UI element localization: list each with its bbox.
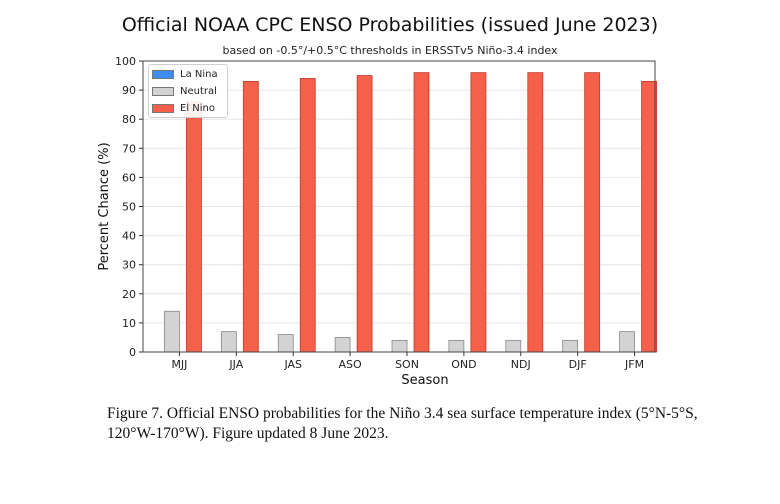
chart-title: Official NOAA CPC ENSO Probabilities (is…: [121, 14, 659, 36]
x-tick-label-4: SON: [395, 358, 419, 371]
chart-subtitle: based on -0.5°/+0.5°C thresholds in ERSS…: [222, 44, 558, 57]
legend-item-el-nino: El Nino: [149, 100, 227, 116]
y-tick-label-1: 10: [122, 317, 136, 330]
x-tick-label-1: JJA: [228, 358, 243, 371]
legend-label-la-nina: La Nina: [180, 68, 218, 80]
x-tick-label-3: ASO: [339, 358, 363, 371]
x-tick-label-0: MJJ: [171, 358, 187, 371]
x-tick-label-7: DJF: [569, 358, 587, 371]
x-tick-label-5: OND: [451, 358, 476, 371]
x-axis-label: Season: [401, 373, 448, 388]
y-tick-label-4: 40: [122, 230, 136, 243]
legend-swatch-la-nina: [152, 69, 174, 79]
bar-el-nino-jfm: [641, 80, 657, 353]
y-tick-label-8: 80: [122, 113, 136, 126]
bar-neutral-mjj: [164, 310, 180, 353]
y-tick-label-7: 70: [122, 142, 136, 155]
bar-neutral-aso: [334, 337, 351, 353]
bar-neutral-jas: [277, 334, 294, 353]
bar-el-nino-ond: [470, 72, 487, 353]
bar-el-nino-aso: [356, 75, 373, 353]
plot-frame: [142, 60, 656, 353]
bar-el-nino-djf: [584, 72, 601, 353]
bar-neutral-jfm: [619, 331, 635, 353]
legend-item-neutral: Neutral: [149, 83, 227, 99]
bar-neutral-jja: [220, 331, 237, 353]
bar-el-nino-jja: [242, 80, 259, 353]
x-tick-label-6: NDJ: [511, 358, 531, 371]
bar-el-nino-ndj: [527, 72, 544, 353]
bar-el-nino-mjj: [186, 101, 202, 353]
bar-el-nino-son: [413, 72, 430, 353]
y-tick-label-6: 60: [122, 171, 136, 184]
x-tick-label-8: JFM: [624, 358, 644, 371]
y-tick-label-5: 50: [122, 201, 136, 214]
x-tick-label-2: JAS: [283, 358, 302, 371]
y-tick-label-2: 20: [122, 288, 136, 301]
bar-neutral-ndj: [505, 339, 522, 353]
y-tick-label-3: 30: [122, 259, 136, 272]
legend-label-el-nino: El Nino: [180, 102, 215, 114]
chart-plot: 0 10 20 30 40 50 60 70 80 90 100 MJJ JJA JAS ASO SON OND…: [97, 55, 657, 388]
bar-neutral-djf: [562, 339, 579, 353]
legend-label-neutral: Neutral: [180, 85, 217, 97]
y-tick-label-0: 0: [129, 346, 136, 359]
y-tick-label-9: 90: [122, 84, 136, 97]
chart-legend: La Nina Neutral El Nino: [148, 64, 228, 118]
bar-neutral-ond: [448, 339, 465, 353]
bar-neutral-son: [391, 339, 408, 353]
bar-el-nino-jas: [299, 78, 316, 353]
legend-swatch-el-nino: [152, 103, 174, 113]
legend-item-la-nina: La Nina: [149, 66, 227, 82]
legend-swatch-neutral: [152, 86, 174, 96]
y-tick-label-10: 100: [115, 55, 136, 68]
y-axis-label: Percent Chance (%): [97, 142, 112, 270]
figure-caption: Figure 7. Official ENSO probabilities fo…: [107, 405, 698, 442]
